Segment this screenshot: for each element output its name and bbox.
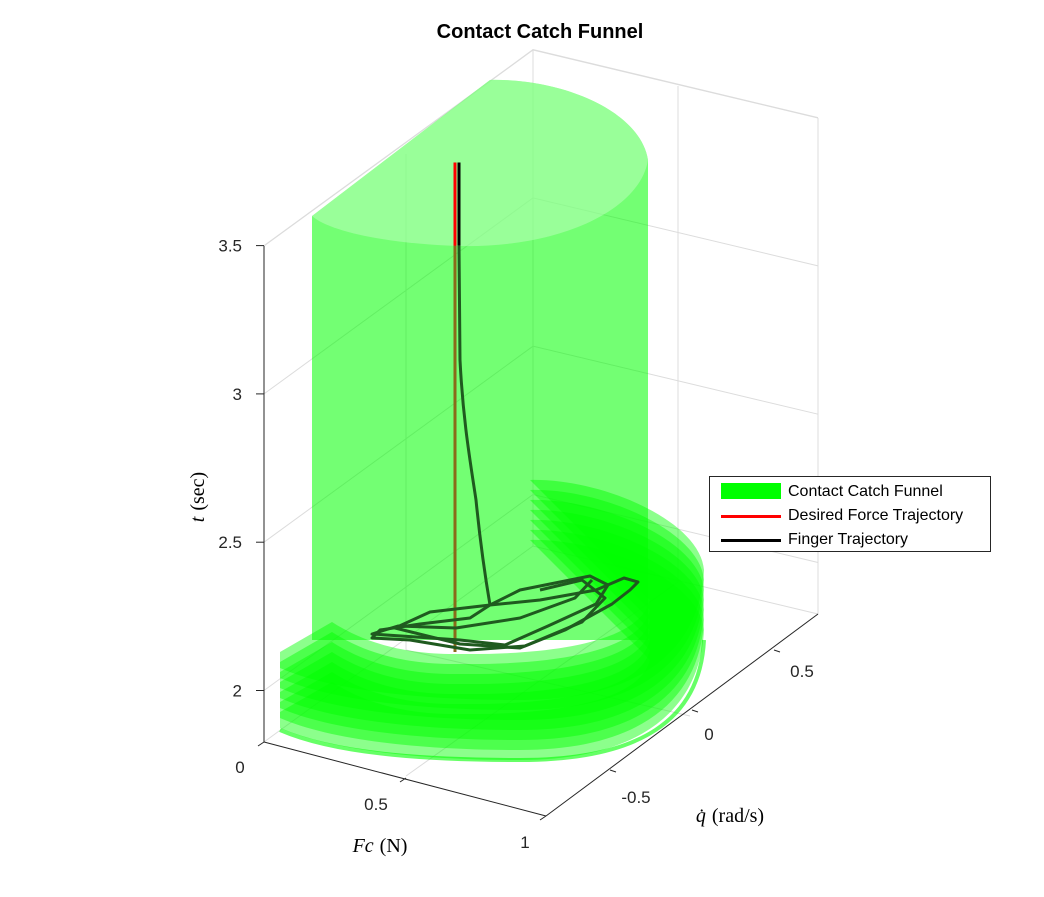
funnel-base-ring-2	[280, 499, 704, 720]
legend-swatch-funnel	[721, 483, 781, 499]
z-axis-label: t (sec)	[187, 472, 209, 522]
z-tick-label-3: 3.5	[218, 237, 242, 256]
funnel-base-ring-1	[280, 489, 704, 710]
z-axis-label-unit: (sec)	[187, 472, 209, 511]
y-axis-label-unit: (rad/s)	[712, 805, 764, 827]
x-tick-label-2: 1	[520, 833, 529, 852]
x-axis-label: Fc (N)	[352, 835, 408, 857]
x-tick-mark-1	[399, 777, 407, 783]
finger-line-descent	[457, 245, 492, 606]
legend: Contact Catch Funnel Desired Force Traje…	[709, 476, 991, 552]
z-axis-label-var: t	[187, 516, 209, 522]
chart-title: Contact Catch Funnel	[437, 21, 644, 43]
y-tick-label-2: 0.5	[790, 662, 814, 681]
finger-loop-2	[370, 578, 607, 652]
z-tick-label-1: 2.5	[218, 533, 242, 552]
axes: 2 2.5 3 3.5 0 0.5 1 -0.5 0 0.5	[218, 237, 819, 852]
x-tick-mark-0	[257, 741, 265, 747]
legend-item-desired-force: Desired Force Trajectory	[710, 505, 990, 527]
legend-label-funnel: Contact Catch Funnel	[788, 483, 943, 500]
funnel-base-ring-6	[280, 539, 704, 760]
y-axis-label-var: q̇	[696, 805, 706, 827]
grid-floor-y	[405, 649, 691, 717]
funnel-base-ring-5	[280, 529, 704, 750]
legend-label-finger: Finger Trajectory	[788, 531, 909, 548]
y-tick-mark-1	[691, 709, 699, 713]
legend-swatch-finger	[721, 539, 781, 542]
y-tick-label-0: -0.5	[621, 788, 650, 807]
y-tick-label-1: 0	[704, 725, 713, 744]
grid-z-line-3	[263, 49, 819, 247]
legend-item-funnel: Contact Catch Funnel	[710, 481, 990, 503]
x-tick-mark-2	[539, 815, 547, 821]
funnel-base-bottom-edge	[279, 639, 706, 763]
y-axis-label: q̇ (rad/s)	[696, 805, 764, 827]
funnel-cylinder-top	[312, 79, 648, 247]
legend-swatch-desired-force	[721, 515, 781, 518]
finger-loop-0	[370, 574, 610, 647]
funnel-base-ring-3	[280, 509, 704, 730]
z-tick-label-0: 2	[233, 682, 242, 701]
y-axis-line	[545, 613, 819, 817]
x-axis-label-var: Fc	[352, 835, 374, 857]
y-tick-mark-2	[773, 649, 781, 653]
funnel-base-ring-4	[280, 519, 704, 740]
x-tick-label-0: 0	[235, 758, 244, 777]
catch-funnel-surface	[279, 79, 706, 763]
trajectory-lines	[370, 162, 640, 652]
x-axis-label-unit: (N)	[380, 835, 408, 857]
legend-item-finger: Finger Trajectory	[710, 529, 990, 551]
funnel-base-ring-0	[280, 479, 704, 700]
z-tick-label-2: 3	[233, 385, 242, 404]
y-tick-mark-0	[609, 769, 617, 773]
legend-label-desired-force: Desired Force Trajectory	[788, 507, 964, 524]
x-tick-label-1: 0.5	[364, 795, 388, 814]
